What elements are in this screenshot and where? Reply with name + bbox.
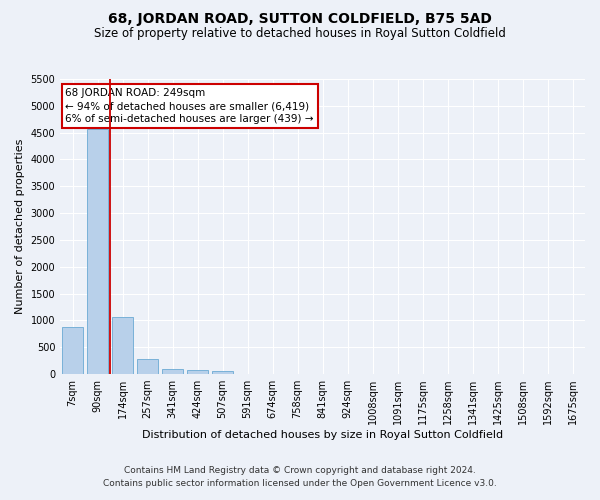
Bar <box>62 327 83 374</box>
Bar <box>187 370 208 374</box>
Bar <box>112 317 133 374</box>
Bar <box>87 130 108 374</box>
Y-axis label: Number of detached properties: Number of detached properties <box>15 139 25 314</box>
Text: Size of property relative to detached houses in Royal Sutton Coldfield: Size of property relative to detached ho… <box>94 28 506 40</box>
X-axis label: Distribution of detached houses by size in Royal Sutton Coldfield: Distribution of detached houses by size … <box>142 430 503 440</box>
Text: 68 JORDAN ROAD: 249sqm
← 94% of detached houses are smaller (6,419)
6% of semi-d: 68 JORDAN ROAD: 249sqm ← 94% of detached… <box>65 88 314 124</box>
Bar <box>137 359 158 374</box>
Text: 68, JORDAN ROAD, SUTTON COLDFIELD, B75 5AD: 68, JORDAN ROAD, SUTTON COLDFIELD, B75 5… <box>108 12 492 26</box>
Bar <box>162 370 183 374</box>
Text: Contains HM Land Registry data © Crown copyright and database right 2024.
Contai: Contains HM Land Registry data © Crown c… <box>103 466 497 487</box>
Bar <box>212 371 233 374</box>
